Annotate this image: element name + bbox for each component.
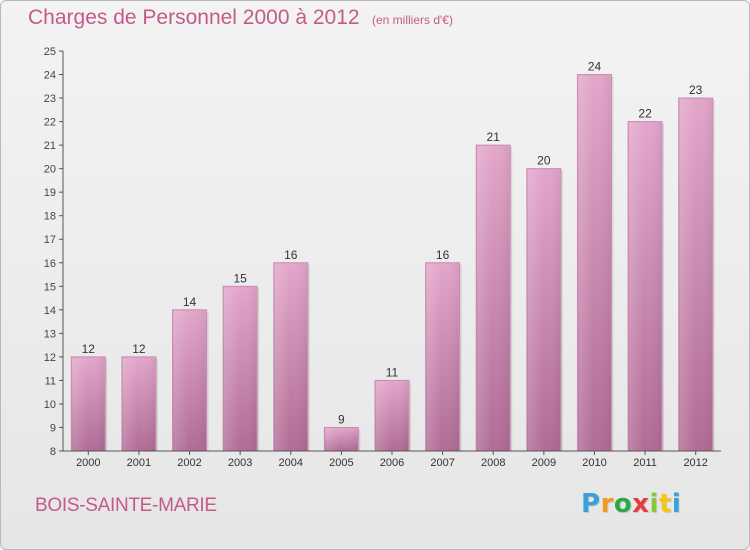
bar-value-label: 21 (487, 130, 501, 144)
y-tick-label: 15 (44, 281, 56, 293)
bar-value-label: 16 (284, 248, 298, 262)
x-axis: 2000 2001 2002 2003 2004 2005 2006 2007 2008 2009… (63, 450, 721, 469)
chart-subtitle: (en milliers d'€) (372, 13, 453, 27)
bar-highlight (426, 263, 459, 451)
bars: 12 12 14 15 16 9 11 16 21 20 24 22 23 (70, 60, 715, 452)
x-tick-label: 2000 (76, 457, 100, 469)
bar-value-label: 22 (638, 107, 652, 121)
proxiti-logo: Proxiti (581, 489, 681, 519)
bar-highlight (679, 99, 712, 451)
bar-highlight (477, 146, 510, 451)
bar-highlight (122, 357, 155, 451)
bar-highlight (224, 287, 257, 451)
bar-highlight (325, 428, 358, 451)
bar-value-label: 16 (436, 248, 450, 262)
x-tick-label: 2008 (481, 457, 505, 469)
x-tick-label: 2007 (430, 457, 454, 469)
bar-value-label: 20 (537, 154, 551, 168)
bar-value-label: 9 (338, 412, 345, 426)
bar-highlight (376, 381, 408, 451)
bar-value-label: 12 (82, 342, 96, 356)
bar-highlight (527, 169, 560, 451)
y-tick-label: 13 (44, 328, 56, 340)
y-tick-label: 19 (44, 187, 56, 199)
logo-letter: P (581, 489, 601, 519)
bar-value-label: 23 (689, 83, 703, 97)
bar-highlight (578, 75, 611, 451)
y-tick-label: 14 (44, 305, 56, 317)
x-tick-label: 2001 (127, 457, 151, 469)
logo-letter: r (600, 489, 614, 519)
y-tick-label: 11 (45, 375, 56, 387)
y-tick-label: 10 (44, 399, 56, 411)
x-tick-label: 2009 (532, 457, 556, 469)
y-tick-label: 8 (50, 446, 56, 458)
x-tick-label: 2010 (582, 457, 606, 469)
y-axis: 8 9 10 11 12 13 14 15 16 17 18 19 20 21 22 23 24 25 (44, 46, 64, 458)
y-tick-label: 12 (44, 352, 56, 364)
x-tick-label: 2003 (228, 457, 252, 469)
place-name: BOIS-SAINTE-MARIE (35, 495, 217, 516)
bar-highlight (72, 357, 105, 451)
y-tick-label: 25 (44, 46, 56, 58)
bar-highlight (629, 122, 662, 452)
x-tick-label: 2006 (380, 457, 404, 469)
y-tick-label: 16 (44, 258, 56, 270)
bar-highlight (274, 263, 307, 451)
chart-title: Charges de Personnel 2000 à 2012 (28, 6, 360, 29)
x-tick-label: 2002 (177, 457, 201, 469)
y-tick-label: 9 (50, 422, 56, 434)
x-tick-label: 2012 (683, 457, 707, 469)
logo-letter: i (649, 489, 659, 519)
x-tick-label: 2005 (329, 457, 353, 469)
bar-highlight (173, 310, 206, 451)
x-tick-label: 2004 (279, 457, 303, 469)
logo-letter: x (632, 489, 650, 519)
x-tick-label: 2011 (633, 457, 657, 469)
bar-value-label: 12 (132, 342, 146, 356)
logo-letter: t (658, 489, 672, 519)
logo-letter: i (671, 489, 682, 519)
y-tick-label: 22 (44, 117, 56, 129)
bar-value-label: 24 (588, 60, 602, 74)
bar-value-label: 15 (233, 271, 247, 285)
y-tick-label: 23 (44, 93, 56, 105)
y-tick-label: 21 (44, 140, 56, 152)
y-tick-label: 18 (44, 211, 56, 223)
y-tick-label: 24 (44, 70, 56, 82)
logo-letter: o (613, 489, 633, 519)
y-tick-label: 20 (44, 164, 56, 176)
y-tick-label: 17 (44, 234, 56, 246)
bar-value-label: 14 (183, 295, 197, 309)
bar-value-label: 11 (386, 365, 399, 379)
